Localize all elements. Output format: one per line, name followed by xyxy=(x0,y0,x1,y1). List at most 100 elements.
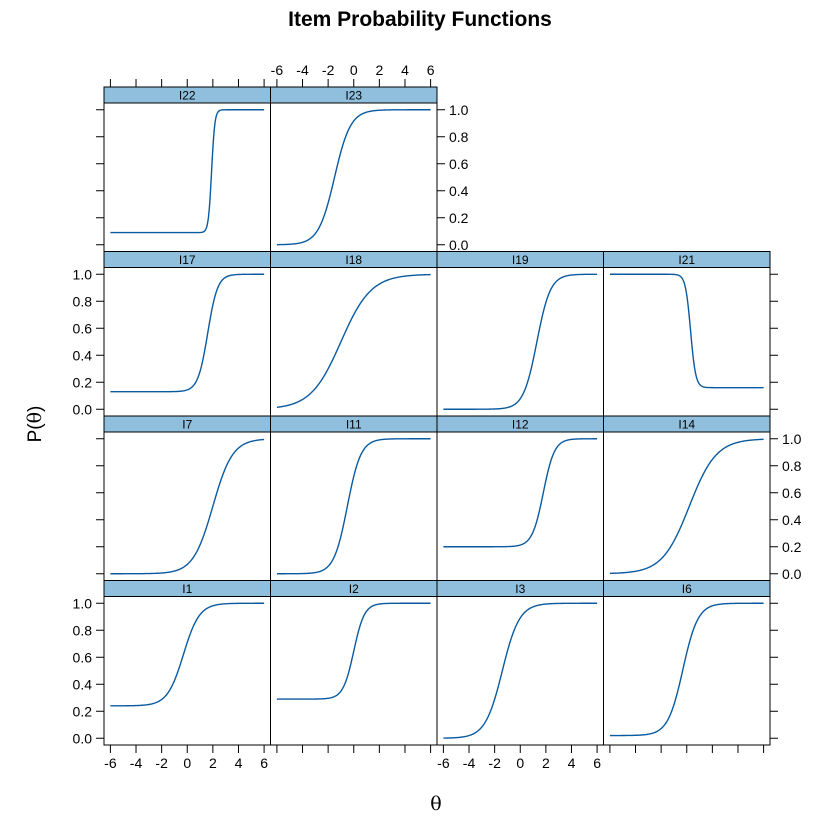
y-tick-label-right-0-4: 0.8 xyxy=(449,129,469,145)
curve-I18 xyxy=(276,273,431,409)
plot-frame-I14 xyxy=(603,431,771,581)
strip-label-I11: I11 xyxy=(346,418,362,432)
y-tick-label-right-0-0: 0.0 xyxy=(449,237,469,253)
x-tick-label-top-1-2: -2 xyxy=(322,62,335,78)
curve-I22 xyxy=(110,109,265,234)
strip-label-I1: I1 xyxy=(182,582,192,596)
plot-frame-I19 xyxy=(436,267,604,417)
strip-label-I6: I6 xyxy=(682,582,692,596)
y-tick-label-left-1-5: 1.0 xyxy=(73,266,93,282)
y-tick-label-right-2-2: 0.4 xyxy=(782,512,802,528)
curve-I1 xyxy=(110,602,265,707)
y-tick-label-right-0-1: 0.2 xyxy=(449,210,469,226)
x-tick-label-top-1-5: 4 xyxy=(401,62,409,78)
y-axis-label-prefix: P( xyxy=(25,423,46,443)
x-tick-label-bottom-0-6: 6 xyxy=(260,755,268,771)
y-tick-label-left-3-2: 0.4 xyxy=(73,676,93,692)
x-tick-label-bottom-0-2: -2 xyxy=(155,755,168,771)
panel-I12: I12 xyxy=(436,415,604,581)
x-tick-label-bottom-0-4: 2 xyxy=(209,755,217,771)
plot-frame-I18 xyxy=(270,267,438,417)
plot-frame-I11 xyxy=(270,431,438,581)
x-tick-label-bottom-2-0: -6 xyxy=(437,755,450,771)
panel-I2: I2 xyxy=(270,580,438,746)
y-tick-label-right-2-4: 0.8 xyxy=(782,458,802,474)
y-tick-label-right-0-2: 0.4 xyxy=(449,183,469,199)
x-tick-label-bottom-2-3: 0 xyxy=(516,755,524,771)
x-tick-label-bottom-2-2: -2 xyxy=(488,755,501,771)
x-tick-label-top-1-1: -4 xyxy=(296,62,309,78)
plot-frame-I1 xyxy=(103,596,271,746)
strip-label-I7: I7 xyxy=(182,418,192,432)
x-tick-label-bottom-0-1: -4 xyxy=(130,755,143,771)
curve-I17 xyxy=(110,273,265,393)
plot-frame-I12 xyxy=(436,431,604,581)
y-tick-label-left-3-4: 0.8 xyxy=(73,622,93,638)
curve-I19 xyxy=(443,273,598,410)
strip-label-I3: I3 xyxy=(515,582,525,596)
y-tick-label-left-3-5: 1.0 xyxy=(73,595,93,611)
plot-frame-I23 xyxy=(270,102,438,252)
y-tick-label-right-2-0: 0.0 xyxy=(782,566,802,582)
plot-frame-I7 xyxy=(103,431,271,581)
panel-I1: I1 xyxy=(103,580,271,746)
strip-label-I19: I19 xyxy=(512,253,529,267)
panel-I18: I18 xyxy=(270,251,438,417)
y-tick-label-left-1-0: 0.0 xyxy=(73,401,93,417)
curve-I12 xyxy=(443,438,598,548)
plot-frame-I22 xyxy=(103,102,271,252)
panel-I7: I7 xyxy=(103,415,271,581)
curve-I2 xyxy=(276,602,431,700)
panel-I17: I17 xyxy=(103,251,271,417)
panel-I6: I6 xyxy=(603,580,771,746)
y-tick-label-left-1-1: 0.2 xyxy=(73,374,93,390)
plot-frame-I21 xyxy=(603,267,771,417)
panel-I3: I3 xyxy=(436,580,604,746)
y-tick-label-right-0-3: 0.6 xyxy=(449,156,469,172)
y-tick-label-right-0-5: 1.0 xyxy=(449,102,469,118)
y-tick-label-left-3-3: 0.6 xyxy=(73,649,93,665)
panel-I19: I19 xyxy=(436,251,604,417)
y-axis-label: P(θ) xyxy=(24,406,46,443)
y-tick-label-right-2-1: 0.2 xyxy=(782,539,802,555)
y-tick-label-left-1-3: 0.6 xyxy=(73,320,93,336)
panel-I22: I22 xyxy=(103,86,271,252)
x-tick-label-top-1-6: 6 xyxy=(427,62,435,78)
plot-frame-I2 xyxy=(270,596,438,746)
curve-I23 xyxy=(276,109,431,246)
curve-I3 xyxy=(443,602,598,739)
curve-I11 xyxy=(276,438,431,575)
y-tick-label-left-3-1: 0.2 xyxy=(73,703,93,719)
y-tick-label-left-1-2: 0.4 xyxy=(73,347,93,363)
strip-label-I22: I22 xyxy=(179,89,196,103)
chart-title: Item Probability Functions xyxy=(288,8,552,31)
y-axis-label-suffix: ) xyxy=(25,406,46,412)
strip-label-I18: I18 xyxy=(345,253,362,267)
y-tick-label-right-2-5: 1.0 xyxy=(782,431,802,447)
strip-label-I17: I17 xyxy=(179,253,196,267)
y-tick-label-left-1-4: 0.8 xyxy=(73,293,93,309)
strip-label-I21: I21 xyxy=(678,253,695,267)
plot-frame-I6 xyxy=(603,596,771,746)
panel-I14: I14 xyxy=(603,415,771,581)
x-tick-label-bottom-2-4: 2 xyxy=(542,755,550,771)
x-tick-label-top-1-0: -6 xyxy=(271,62,284,78)
x-tick-label-bottom-0-3: 0 xyxy=(183,755,191,771)
x-tick-label-top-1-4: 2 xyxy=(375,62,383,78)
strip-label-I12: I12 xyxy=(512,418,529,432)
y-axis-label-symbol: θ xyxy=(24,412,46,423)
curve-I21 xyxy=(609,273,764,389)
y-tick-label-left-3-0: 0.0 xyxy=(73,730,93,746)
curve-I14 xyxy=(609,438,764,575)
x-tick-label-top-1-3: 0 xyxy=(350,62,358,78)
strip-label-I23: I23 xyxy=(345,89,362,103)
panel-I23: I23 xyxy=(270,86,438,252)
plot-frame-I17 xyxy=(103,267,271,417)
x-tick-label-bottom-0-0: -6 xyxy=(104,755,117,771)
x-tick-label-bottom-2-1: -4 xyxy=(463,755,476,771)
x-tick-label-bottom-2-6: 6 xyxy=(593,755,601,771)
curve-I7 xyxy=(110,438,265,575)
x-tick-label-bottom-2-5: 4 xyxy=(568,755,576,771)
